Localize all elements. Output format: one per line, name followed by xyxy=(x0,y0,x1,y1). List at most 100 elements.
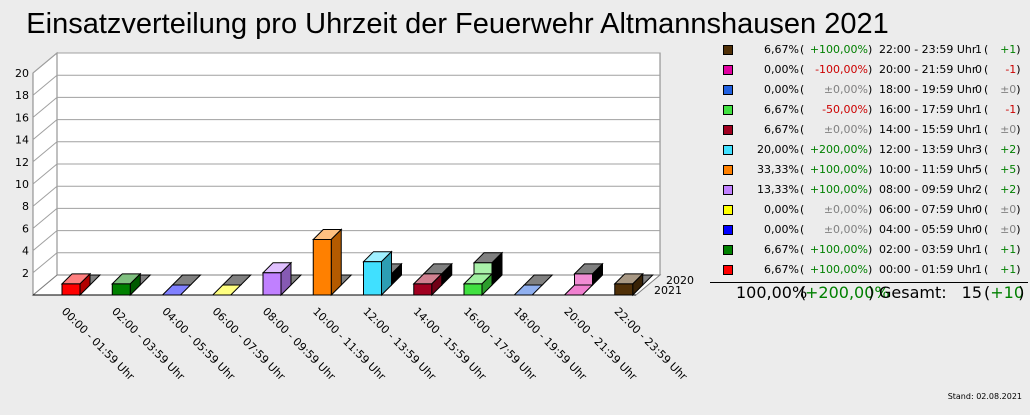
bar-top xyxy=(161,284,192,296)
legend-delta: (±0) xyxy=(984,200,1021,220)
y-tick-label: 8 xyxy=(22,200,29,213)
gridline-side xyxy=(32,52,58,74)
bar-front xyxy=(363,261,382,296)
legend-change-value: ±0,00% xyxy=(823,83,868,96)
legend-count: 1 xyxy=(975,243,982,256)
bar-front xyxy=(614,283,634,296)
legend-row: 0,00%(-100,00%) 20:00 - 21:59 Uhr 0(-1) xyxy=(716,60,1028,80)
legend-percent: 6,67% xyxy=(764,123,799,136)
legend-change-value: +100,00% xyxy=(809,163,868,176)
bar-front xyxy=(61,283,81,296)
legend-change-value: +100,00% xyxy=(809,183,868,196)
bar-2021 xyxy=(462,272,494,297)
legend-percent: 33,33% xyxy=(757,163,799,176)
legend-swatch xyxy=(723,185,733,195)
chart-title: Einsatzverteilung pro Uhrzeit der Feuerw… xyxy=(26,8,889,40)
y-tick-label: 4 xyxy=(22,245,29,258)
total-count: 15 xyxy=(961,283,982,302)
total-delta-value: +10 xyxy=(990,283,1025,302)
legend: 6,67%(+100,00%) 22:00 - 23:59 Uhr 1(+1) 0,0… xyxy=(716,40,1028,280)
bar-2021 xyxy=(60,272,92,297)
legend-delta-value: +1 xyxy=(1000,263,1017,276)
legend-delta-value: +2 xyxy=(1000,143,1017,156)
gridline-side xyxy=(32,119,58,140)
bar-2021 xyxy=(613,272,644,297)
bar-front xyxy=(463,283,483,296)
legend-change-value: +100,00% xyxy=(809,243,868,256)
legend-row: 6,67%(+100,00%) 02:00 - 03:59 Uhr 1(+1) xyxy=(716,240,1028,260)
legend-range: 14:00 - 15:59 Uhr xyxy=(879,123,977,136)
legend-row: 0,00%(±0,00%) 18:00 - 19:59 Uhr 0(±0) xyxy=(716,80,1028,100)
legend-delta-value: +1 xyxy=(1000,243,1017,256)
legend-delta: (+1) xyxy=(984,40,1021,60)
legend-delta-value: +2 xyxy=(1000,183,1017,196)
legend-row: 20,00%(+200,00%) 12:00 - 13:59 Uhr 3(+2) xyxy=(716,140,1028,160)
legend-percent: 6,67% xyxy=(764,43,799,56)
legend-delta-value: ±0 xyxy=(1000,83,1017,96)
legend-count: 1 xyxy=(975,103,982,116)
legend-row: 0,00%(±0,00%) 04:00 - 05:59 Uhr 0(±0) xyxy=(716,220,1028,240)
bar-2021 xyxy=(563,284,594,296)
total-delta: (+10) xyxy=(984,283,1025,302)
legend-delta-value: -1 xyxy=(1005,63,1017,76)
bar-2021 xyxy=(261,261,293,297)
legend-swatch xyxy=(723,225,733,235)
gridline-side xyxy=(32,208,58,229)
bar-front xyxy=(312,239,332,296)
legend-swatch xyxy=(723,45,733,55)
legend-swatch xyxy=(723,205,733,215)
legend-count: 0 xyxy=(975,223,982,236)
bar-2021 xyxy=(513,284,544,296)
legend-percent: 0,00% xyxy=(764,83,799,96)
bar-2021 xyxy=(111,272,142,297)
legend-count: 1 xyxy=(975,263,982,276)
legend-change-value: ±0,00% xyxy=(823,223,868,236)
bar-2021 xyxy=(412,272,443,297)
gridline-side xyxy=(32,252,58,274)
legend-count: 1 xyxy=(975,43,982,56)
legend-delta-value: +1 xyxy=(1000,43,1017,56)
legend-change-value: +100,00% xyxy=(809,263,868,276)
legend-percent: 20,00% xyxy=(757,143,799,156)
y-tick-label: 2 xyxy=(22,267,29,280)
legend-delta: (+1) xyxy=(984,260,1021,280)
y-tick-label: 14 xyxy=(15,134,29,147)
bar-front xyxy=(262,272,282,296)
gridline-side xyxy=(32,163,58,185)
legend-range: 16:00 - 17:59 Uhr xyxy=(879,103,977,116)
legend-count: 0 xyxy=(975,203,982,216)
legend-swatch xyxy=(723,165,733,175)
y-tick-label: 12 xyxy=(15,156,29,169)
total-percent: 100,00% xyxy=(736,283,808,302)
y-tick-label: 6 xyxy=(22,222,29,235)
legend-delta-value: ±0 xyxy=(1000,203,1017,216)
bar-2021 xyxy=(362,250,393,297)
legend-delta: (±0) xyxy=(984,80,1021,100)
legend-row: 33,33%(+100,00%) 10:00 - 11:59 Uhr 5(+5) xyxy=(716,160,1028,180)
legend-delta: (+2) xyxy=(984,140,1021,160)
gridline-side xyxy=(32,74,58,96)
legend-delta-value: -1 xyxy=(1005,103,1017,116)
legend-percent: 0,00% xyxy=(764,223,799,236)
bar-front xyxy=(111,283,131,296)
bar-top xyxy=(563,284,594,296)
bar-2021 xyxy=(312,228,343,297)
legend-delta-value: ±0 xyxy=(1000,223,1017,236)
legend-row: 6,67%(±0,00%) 14:00 - 15:59 Uhr 1(±0) xyxy=(716,120,1028,140)
series-label-2021: 2021 xyxy=(654,284,682,297)
legend-range: 12:00 - 13:59 Uhr xyxy=(879,143,977,156)
legend-change-value: -100,00% xyxy=(815,63,868,76)
legend-delta-value: +5 xyxy=(1000,163,1017,176)
legend-swatch xyxy=(723,65,733,75)
bar-2021 xyxy=(211,284,242,296)
legend-count: 0 xyxy=(975,83,982,96)
legend-total-row: 100,00% (+200,00%) Gesamt: 15 (+10) xyxy=(736,283,1025,302)
bar-2021 xyxy=(161,284,192,296)
legend-delta: (-1) xyxy=(984,100,1021,120)
bar-front xyxy=(574,273,593,286)
legend-range: 18:00 - 19:59 Uhr xyxy=(879,83,977,96)
y-tick-label: 18 xyxy=(15,89,29,102)
bar-side xyxy=(330,228,342,297)
legend-swatch xyxy=(723,265,733,275)
legend-percent: 0,00% xyxy=(764,63,799,76)
